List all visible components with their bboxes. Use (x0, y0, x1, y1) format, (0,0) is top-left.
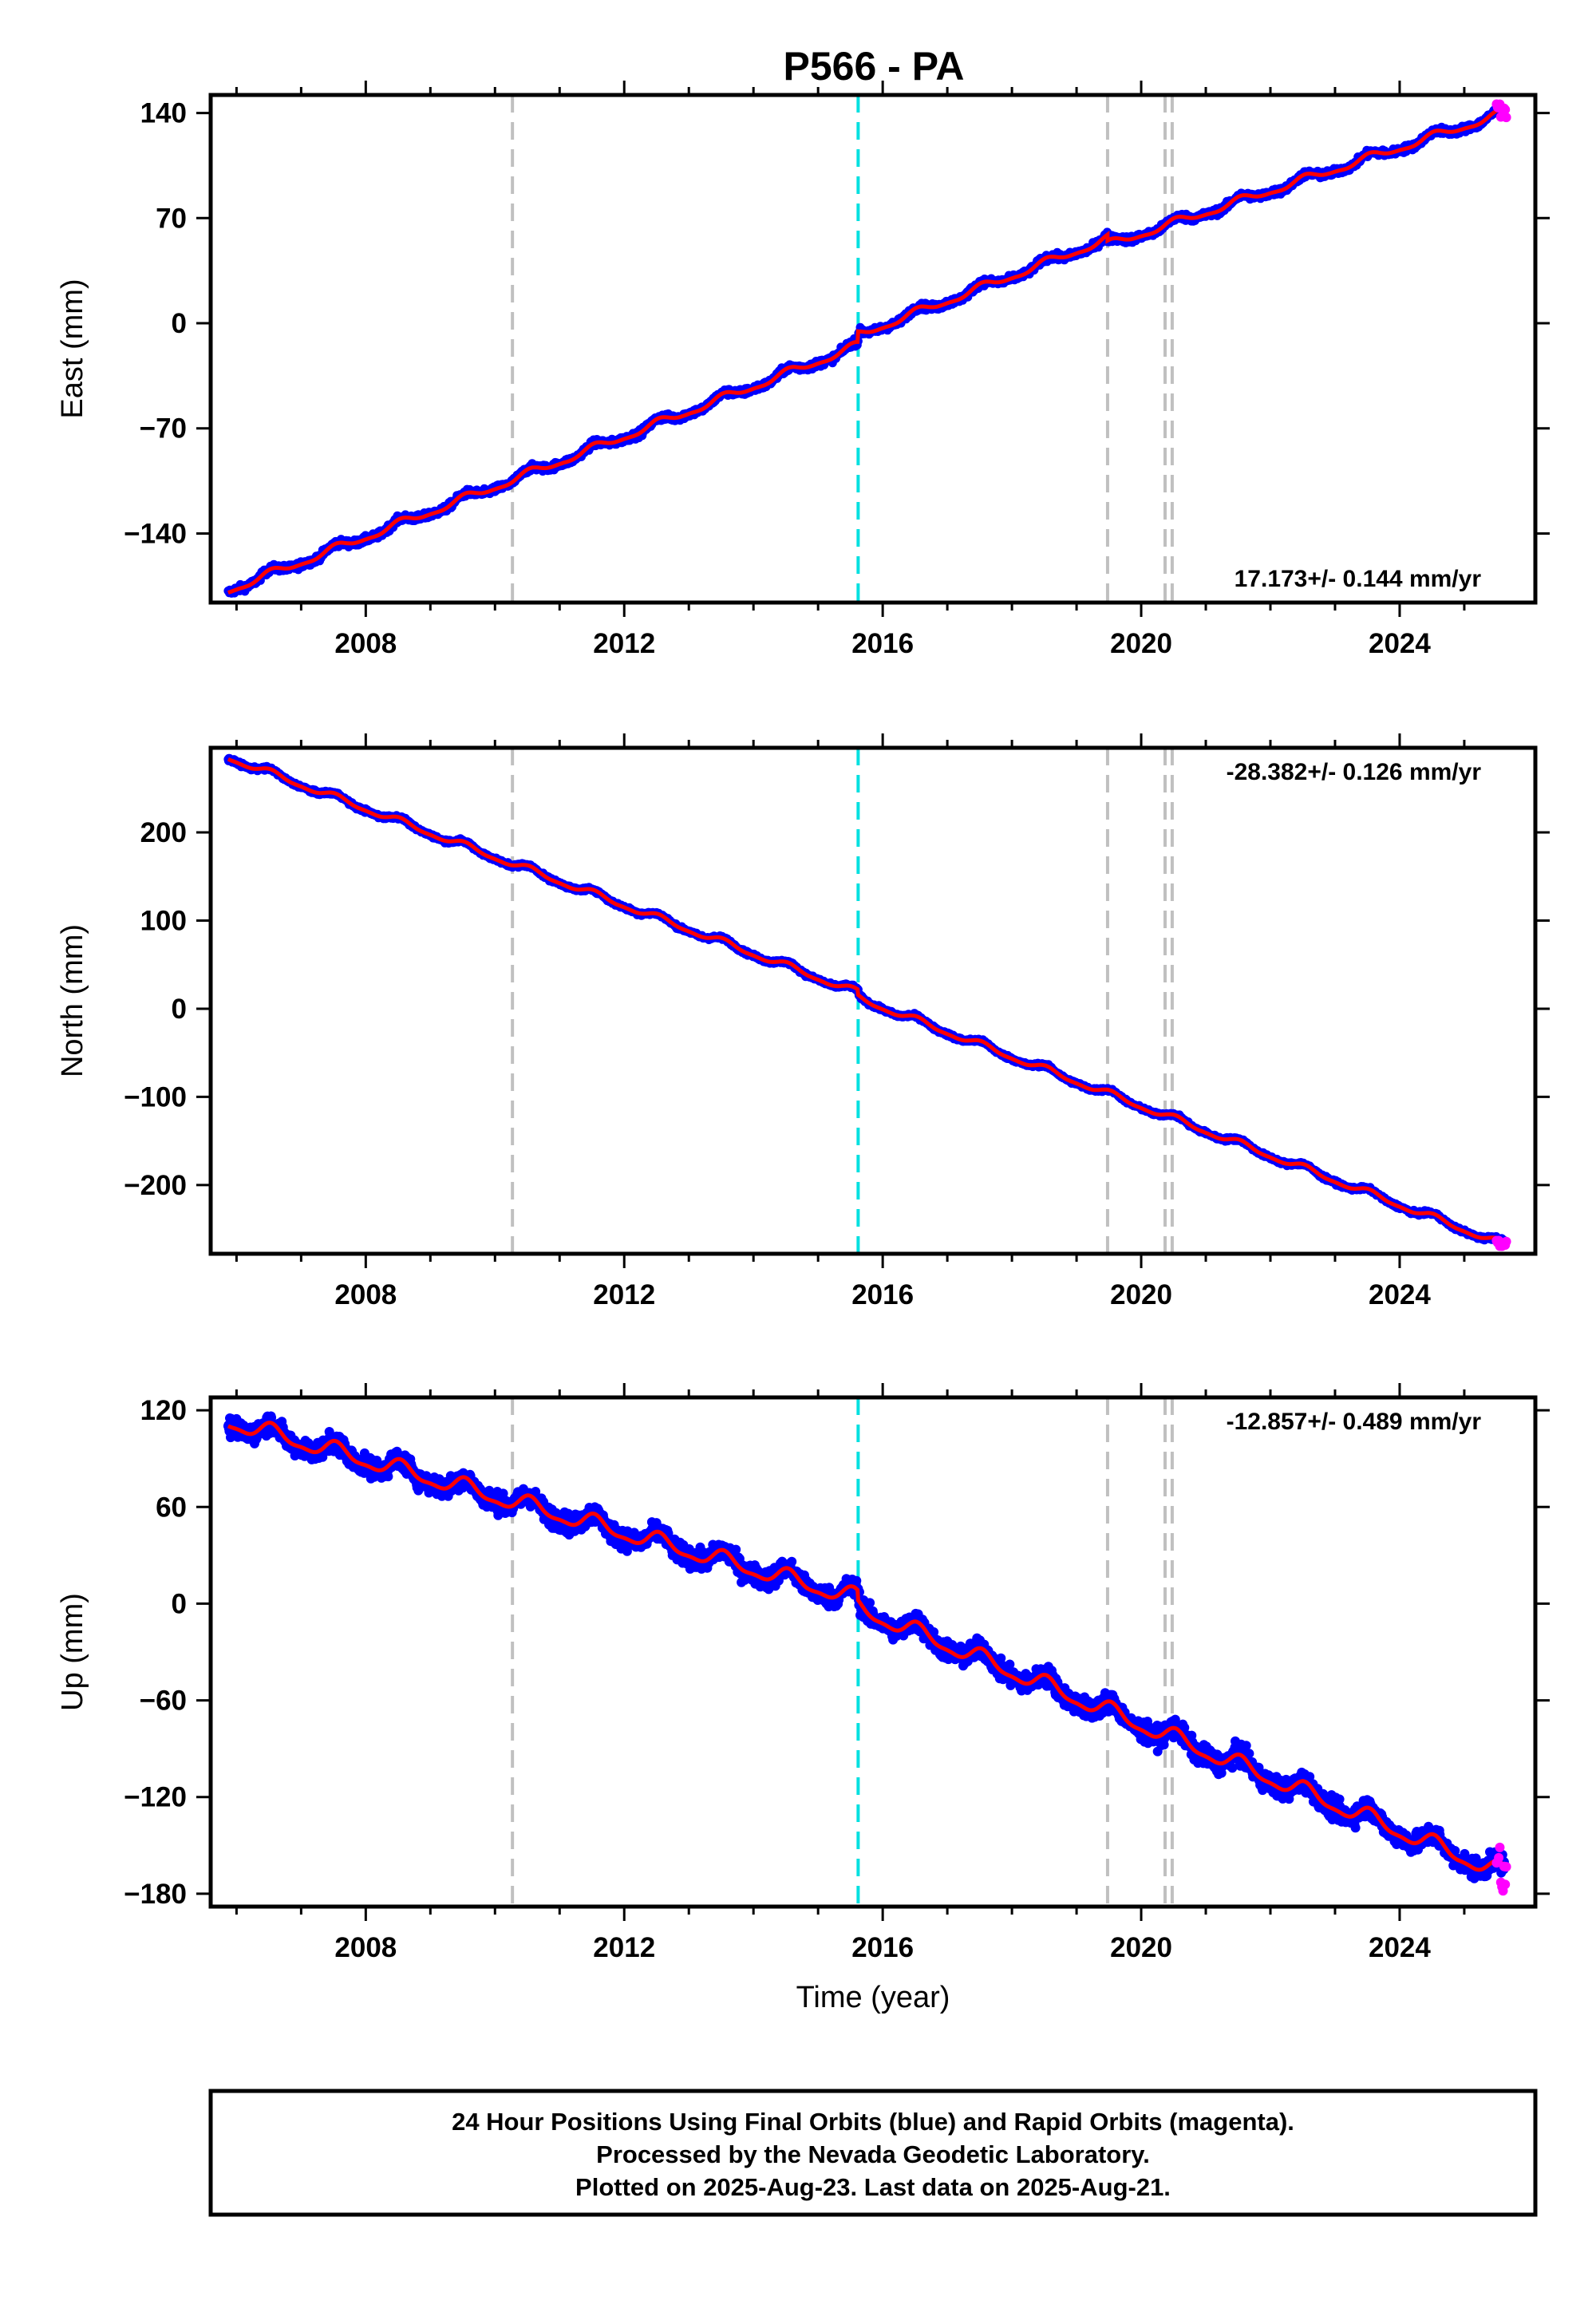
rapid-orbit-points (1491, 1842, 1511, 1896)
x-tick-label: 2012 (593, 1932, 655, 1963)
x-tick-label: 2020 (1110, 1279, 1172, 1310)
rapid-orbit-point (1500, 105, 1511, 115)
y-axis-label: North (mm) (56, 924, 89, 1077)
plot-frame (208, 93, 1538, 605)
north-panel: 2008 2012 2016 2020 2024 −200 −100 0 100 200 North… (56, 733, 1550, 1310)
rapid-orbit-point (1494, 1852, 1504, 1863)
plot-frame (208, 745, 1538, 1256)
y-tick-label: −120 (124, 1782, 187, 1813)
final-orbit-points (223, 101, 1509, 598)
velocity-label: -12.857+/- 0.489 mm/yr (1227, 1409, 1482, 1435)
y-axis-label: Up (mm) (56, 1593, 89, 1711)
rapid-orbit-points (1491, 1235, 1511, 1251)
footer-line-1: 24 Hour Positions Using Final Orbits (bl… (452, 2108, 1294, 2136)
rapid-orbit-points (1491, 99, 1511, 123)
x-tick-label: 2008 (334, 1279, 397, 1310)
velocity-label: -28.382+/- 0.126 mm/yr (1227, 759, 1482, 785)
y-tick-label: 70 (156, 203, 187, 234)
x-tick-label: 2020 (1110, 628, 1172, 659)
rapid-orbit-point (1500, 1879, 1511, 1890)
y-axis-label: East (mm) (56, 279, 89, 418)
final-orbit-point-cloud (223, 101, 1509, 598)
rapid-orbit-point (1495, 1842, 1505, 1852)
figure-title: P566 - PA (784, 44, 965, 89)
x-tick-label: 2008 (334, 1932, 397, 1963)
x-tick-label: 2024 (1369, 1932, 1431, 1963)
plot-frame (208, 1395, 1538, 1909)
footer-frame (208, 2089, 1538, 2217)
y-tick-label: 0 (172, 308, 187, 339)
east-panel: 2008 2012 2016 2020 2024 −140 −70 0 70 140 East (m… (56, 81, 1550, 659)
x-tick-label: 2016 (851, 1279, 914, 1310)
footer-line-2: Processed by the Nevada Geodetic Laborat… (596, 2140, 1150, 2168)
x-tick-label: 2024 (1369, 1279, 1431, 1310)
y-tick-label: −100 (124, 1081, 187, 1113)
up-panel: 2008 2012 2016 2020 2024 −180 −120 −60 0 60 120 Up … (56, 1383, 1550, 1963)
y-tick-label: −180 (124, 1879, 187, 1910)
y-tick-label: 0 (172, 994, 187, 1025)
x-tick-label: 2024 (1369, 628, 1431, 659)
y-tick-label: 0 (172, 1588, 187, 1619)
x-tick-label: 2012 (593, 628, 655, 659)
model-fit-line (227, 757, 1506, 1244)
rapid-orbit-point (1501, 113, 1511, 123)
x-tick-label: 2008 (334, 628, 397, 659)
x-axis-label: Time (year) (796, 1981, 950, 2014)
y-tick-label: 60 (156, 1492, 187, 1523)
rapid-orbit-point (1501, 1236, 1511, 1247)
footer-line-3: Plotted on 2025-Aug-23. Last data on 202… (575, 2173, 1171, 2201)
x-tick-label: 2016 (851, 1932, 914, 1963)
y-tick-label: 200 (140, 817, 187, 848)
y-tick-label: 140 (140, 98, 187, 129)
footer-box: 24 Hour Positions Using Final Orbits (bl… (208, 2089, 1538, 2217)
y-tick-label: −200 (124, 1170, 187, 1201)
velocity-label: 17.173+/- 0.144 mm/yr (1235, 566, 1482, 592)
y-tick-label: −70 (140, 413, 187, 445)
y-tick-label: −140 (124, 518, 187, 549)
y-tick-label: −60 (140, 1686, 187, 1717)
x-tick-label: 2012 (593, 1279, 655, 1310)
y-tick-label: 100 (140, 905, 187, 936)
model-fit-line (227, 1421, 1507, 1872)
x-tick-label: 2020 (1110, 1932, 1172, 1963)
rapid-orbit-point (1501, 1862, 1511, 1872)
x-tick-label: 2016 (851, 628, 914, 659)
y-tick-label: 120 (140, 1395, 187, 1426)
model-fit-line (227, 107, 1505, 595)
